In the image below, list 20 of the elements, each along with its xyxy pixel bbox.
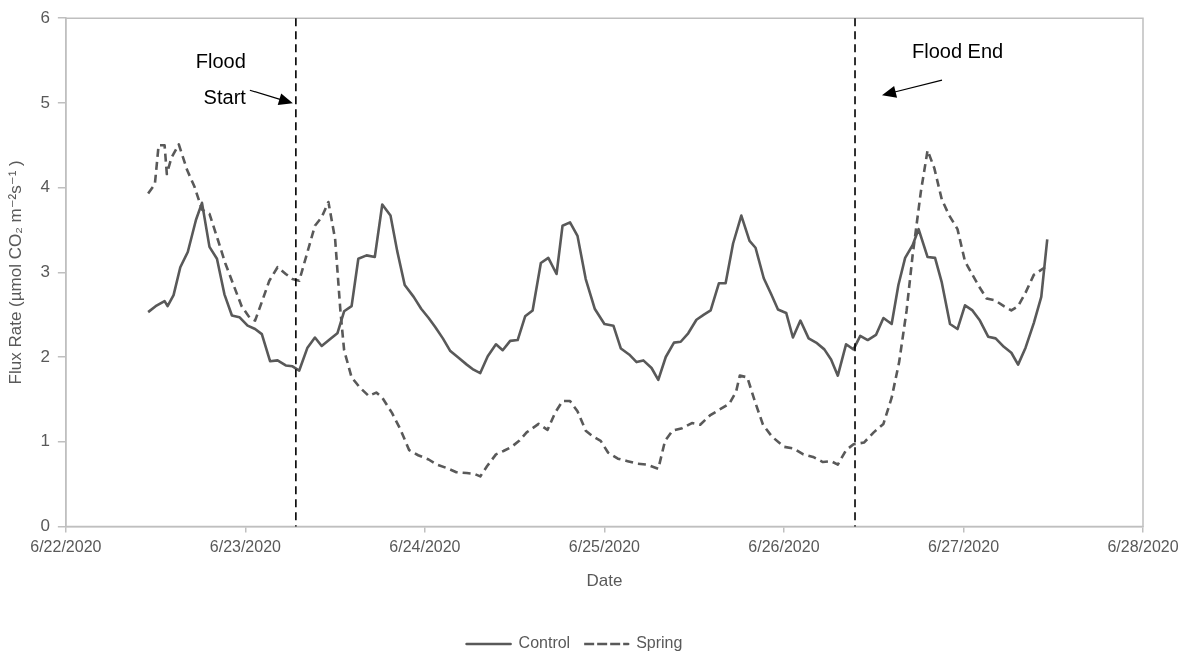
- x-tick-label: 6/22/2020: [30, 538, 102, 556]
- y-tick-label: 1: [40, 431, 50, 451]
- y-tick-label: 6: [40, 7, 50, 27]
- x-tick-label: 6/23/2020: [209, 538, 282, 556]
- y-tick-label: 0: [40, 516, 50, 536]
- y-tick-label: 2: [40, 346, 50, 366]
- x-tick-label: 6/24/2020: [389, 538, 461, 556]
- x-tick-label: 6/27/2020: [927, 538, 1000, 556]
- x-tick-label: 6/25/2020: [568, 538, 641, 556]
- y-axis-title: Flux Rate (µmol CO₂ m⁻²s⁻¹ ): [5, 160, 25, 385]
- y-tick-label: 4: [40, 177, 50, 197]
- x-tick-label: 6/26/2020: [748, 538, 820, 556]
- y-tick-label: 5: [40, 92, 50, 112]
- x-axis-title: Date: [586, 571, 623, 591]
- ref-line-label: Flood Start: [195, 49, 247, 108]
- ref-line-label: Flood End: [912, 39, 1004, 62]
- legend-label: Control: [518, 634, 571, 652]
- y-tick-label: 3: [40, 261, 50, 281]
- x-tick-label: 6/28/2020: [1107, 538, 1179, 556]
- legend-label: Spring: [636, 634, 683, 652]
